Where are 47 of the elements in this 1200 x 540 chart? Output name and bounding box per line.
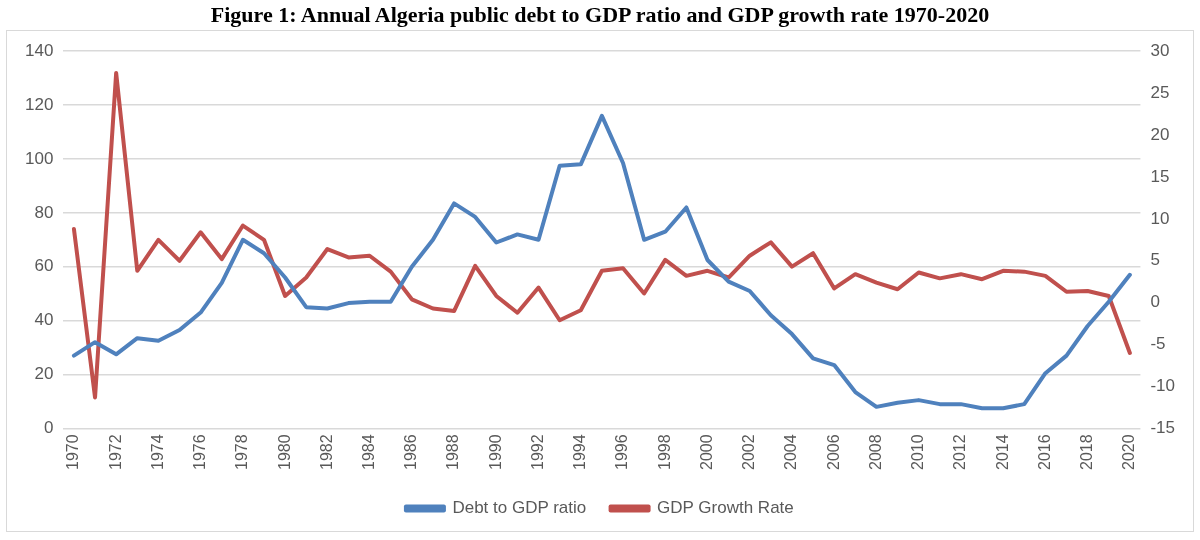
chart-title: Figure 1: Annual Algeria public debt to GDP ratio and GDP growth rate 1970-2020 [209,2,991,29]
x-tick-label: 1970 [64,434,82,470]
x-tick-label: 2002 [740,434,758,470]
x-tick-label: 1984 [359,434,377,470]
x-tick-label: 2000 [697,434,715,470]
y2-tick-label: -10 [1150,376,1176,396]
x-tick-label: 1982 [317,434,335,470]
x-tick-label: 2006 [824,434,842,470]
x-tick-label: 2020 [1120,434,1138,470]
y2-tick-label: -5 [1150,334,1166,354]
y2-tick-label: 10 [1150,208,1170,228]
x-tick-label: 1996 [613,434,631,470]
x-tick-label: 1988 [444,434,462,470]
y2-tick-label: 5 [1150,250,1160,270]
y-tick-label: 100 [24,148,54,168]
x-tick-label: 1974 [148,434,166,470]
x-tick-label: 2012 [951,434,969,470]
y2-tick-label: 30 [1150,40,1170,60]
y2-tick-label: 0 [1150,292,1160,312]
y-tick-label: 60 [34,256,54,276]
x-tick-label: 1992 [528,434,546,470]
x-tick-label: 1978 [233,434,251,470]
x-tick-label: 1976 [191,434,209,470]
legend-label: GDP Growth Rate [657,498,794,518]
x-tick-label: 1986 [402,434,420,470]
x-tick-label: 2010 [909,434,927,470]
x-tick-label: 2004 [782,434,800,470]
x-tick-label: 1980 [275,434,293,470]
x-tick-label: 2008 [866,434,884,470]
y-tick-label: 140 [24,40,54,60]
y-tick-label: 0 [43,418,54,438]
x-tick-label: 1998 [655,434,673,470]
y2-tick-label: 15 [1150,166,1170,186]
x-tick-label: 2016 [1035,434,1053,470]
y-tick-label: 20 [34,364,54,384]
x-tick-label: 2018 [1078,434,1096,470]
x-tick-label: 2014 [993,434,1011,470]
x-tick-label: 1990 [486,434,504,470]
x-tick-label: 1972 [106,434,124,470]
y-tick-label: 120 [24,94,54,114]
y-tick-label: 80 [34,202,54,222]
y2-tick-label: -15 [1150,418,1176,438]
y2-tick-label: 25 [1150,82,1170,102]
x-tick-label: 1994 [571,434,589,470]
y2-tick-label: 20 [1150,124,1170,144]
y-tick-label: 40 [34,310,54,330]
legend-label: Debt to GDP ratio [452,498,587,518]
